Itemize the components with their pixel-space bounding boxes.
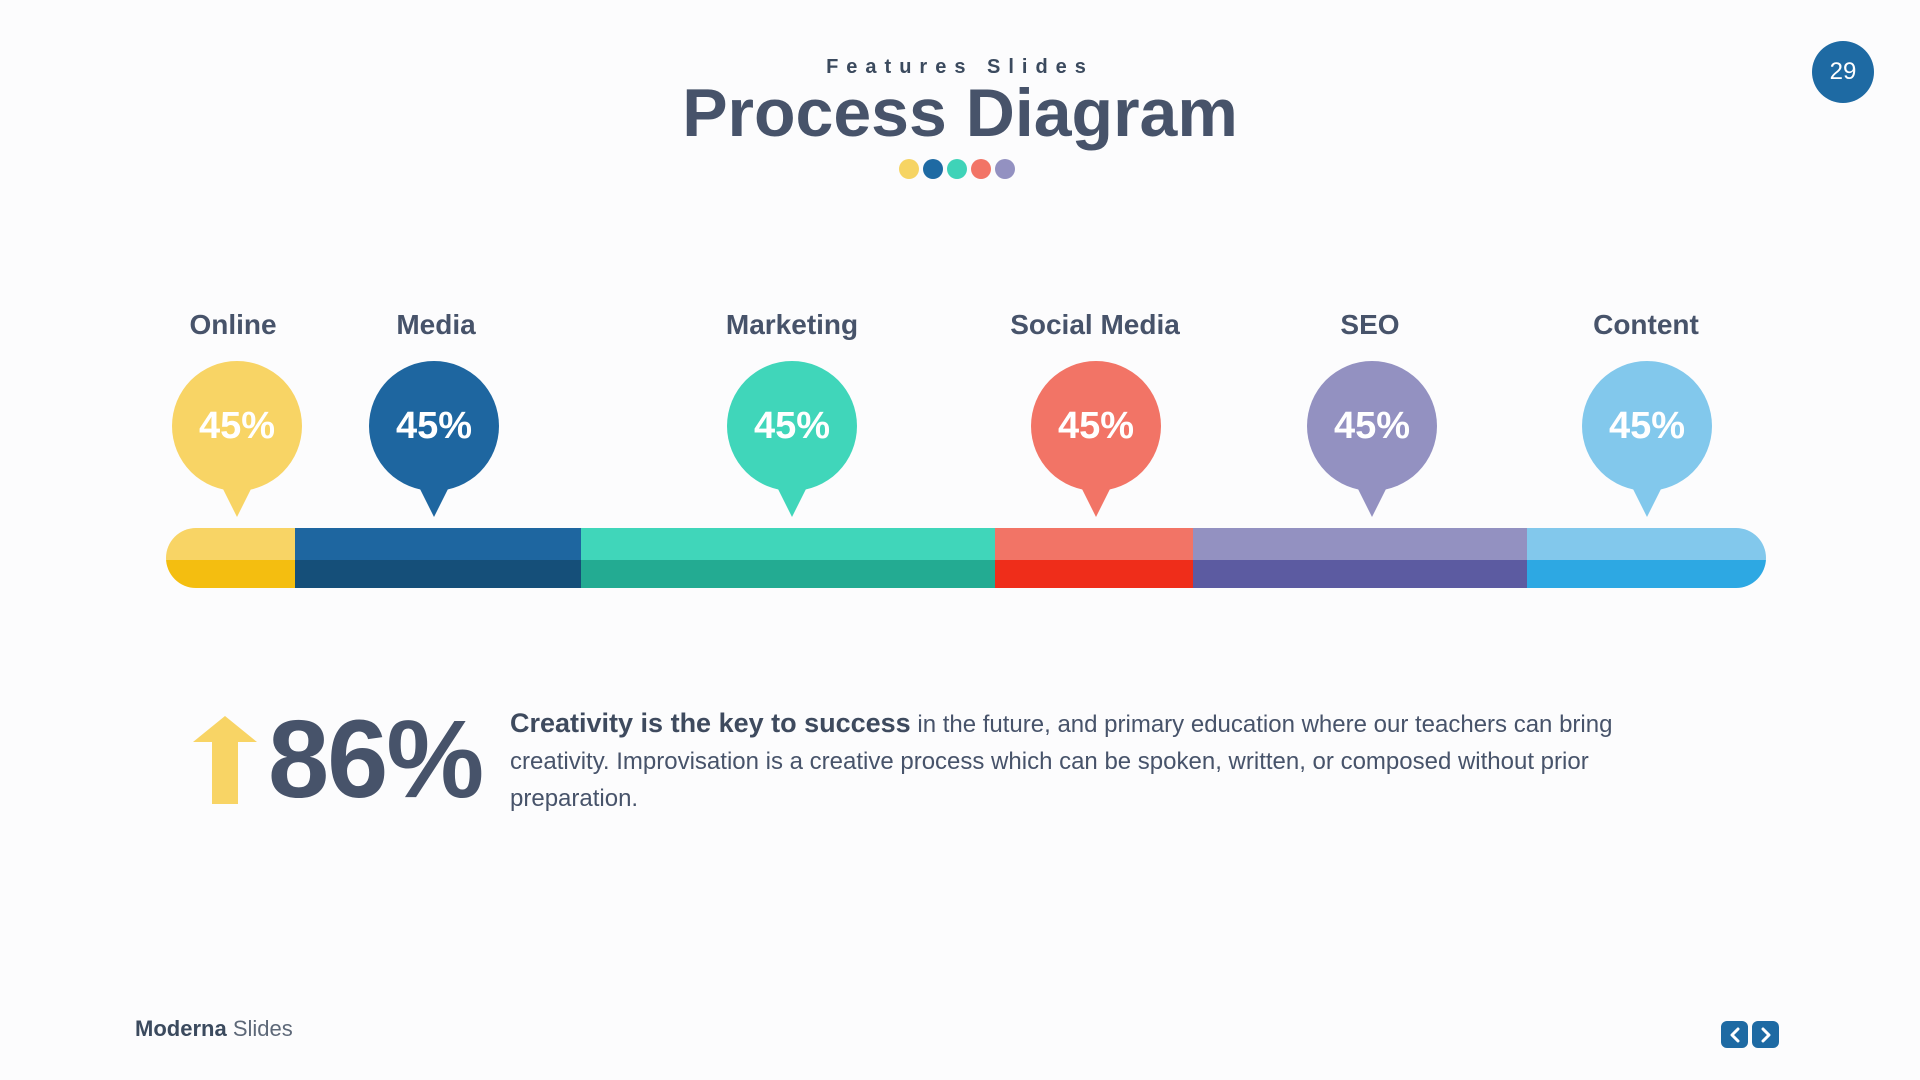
pin-circle	[1307, 361, 1437, 491]
pin-value: 45%	[1333, 404, 1411, 447]
decoration-dot	[899, 159, 919, 179]
decoration-dot	[971, 159, 991, 179]
pin-marker-social-media: 45%	[1031, 361, 1161, 521]
slide-subtitle: Features Slides	[826, 56, 1094, 78]
pin-marker-media: 45%	[369, 361, 499, 521]
pin-value: 45%	[1057, 404, 1135, 447]
bar-segment-content	[1527, 528, 1766, 588]
bar-segment-online	[166, 528, 295, 588]
stat-body: in the future, and primary education whe…	[510, 711, 1613, 812]
pin-circle	[172, 361, 302, 491]
decoration-dot	[923, 159, 943, 179]
pin-circle	[1582, 361, 1712, 491]
pin-circle	[369, 361, 499, 491]
up-arrow-icon	[193, 716, 257, 804]
pin-marker-online: 45%	[172, 361, 302, 521]
title-decoration-dots	[899, 159, 1015, 179]
pin-value: 45%	[198, 404, 276, 447]
brand-suffix: Slides	[232, 1016, 293, 1041]
process-bar	[166, 528, 1766, 588]
step-label-social-media: Social Media	[1010, 309, 1180, 340]
step-label-online: Online	[189, 309, 277, 340]
pin-circle	[727, 361, 857, 491]
step-label-marketing: Marketing	[725, 309, 859, 340]
chevron-left-icon	[1730, 1027, 1739, 1042]
brand-name: Moderna	[135, 1016, 227, 1041]
stat-value: 86%	[268, 698, 484, 821]
pin-value: 45%	[753, 404, 831, 447]
previous-slide-button[interactable]	[1721, 1021, 1748, 1048]
bar-segment-social-media	[995, 528, 1193, 588]
next-slide-button[interactable]	[1752, 1021, 1779, 1048]
decoration-dot	[995, 159, 1015, 179]
pin-marker-seo: 45%	[1307, 361, 1437, 521]
stat-lead: Creativity is the key to success	[510, 708, 911, 738]
decoration-dot	[947, 159, 967, 179]
pin-value: 45%	[395, 404, 473, 447]
pin-marker-marketing: 45%	[727, 361, 857, 521]
page-number-badge: 29	[1812, 41, 1874, 103]
step-label-media: Media	[396, 309, 476, 340]
step-label-content: Content	[1593, 309, 1699, 340]
chevron-right-icon	[1761, 1027, 1770, 1042]
pin-marker-content: 45%	[1582, 361, 1712, 521]
brand-footer: Moderna Slides	[135, 1016, 293, 1042]
pin-circle	[1031, 361, 1161, 491]
slide-title: Process Diagram	[682, 75, 1238, 151]
pin-value: 45%	[1608, 404, 1686, 447]
stat-description: Creativity is the key to success in the …	[510, 705, 1710, 817]
bar-segment-seo	[1193, 528, 1527, 588]
bar-segment-marketing	[581, 528, 995, 588]
step-label-seo: SEO	[1340, 309, 1400, 340]
bar-segment-media	[295, 528, 581, 588]
